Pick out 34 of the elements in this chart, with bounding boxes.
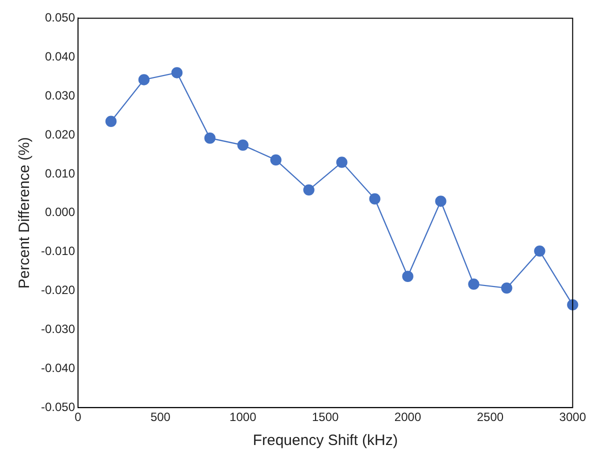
y-axis-title: Percent Difference (%) <box>16 137 34 289</box>
x-tick-label: 3000 <box>559 410 586 424</box>
point <box>204 132 216 144</box>
point <box>171 67 183 78</box>
x-tick-label: 500 <box>150 410 171 424</box>
point <box>336 156 348 168</box>
x-tick-label: 2000 <box>394 410 422 424</box>
y-tick-label: 0.000 <box>44 205 76 220</box>
point <box>534 245 546 257</box>
point <box>105 116 117 127</box>
point <box>468 278 480 290</box>
point <box>237 140 248 151</box>
y-tick-label: 0.020 <box>44 127 76 142</box>
point <box>270 154 282 166</box>
x-axis-title: Frequency Shift (kHz) <box>252 432 398 450</box>
point <box>303 184 314 196</box>
x-tick-label: 2500 <box>476 410 504 424</box>
y-tick-label: 0.010 <box>44 166 76 180</box>
point <box>369 193 380 204</box>
point <box>402 270 414 282</box>
y-tick-label: -0.010 <box>40 244 76 258</box>
point <box>501 282 512 294</box>
point <box>138 74 150 86</box>
y-tick-label: -0.040 <box>40 360 76 375</box>
y-tick-label: 0.030 <box>44 88 76 102</box>
x-tick-label: 1000 <box>230 410 257 424</box>
x-tick-label: 1500 <box>312 410 340 424</box>
y-tick-label: -0.020 <box>40 283 76 298</box>
x-tick-label: 0 <box>74 410 82 424</box>
y-tick-label: -0.050 <box>40 400 76 414</box>
y-tick-label: -0.030 <box>40 322 76 336</box>
y-tick-label: 0.050 <box>44 10 76 25</box>
y-tick-label: 0.040 <box>44 49 76 64</box>
point <box>435 196 446 207</box>
